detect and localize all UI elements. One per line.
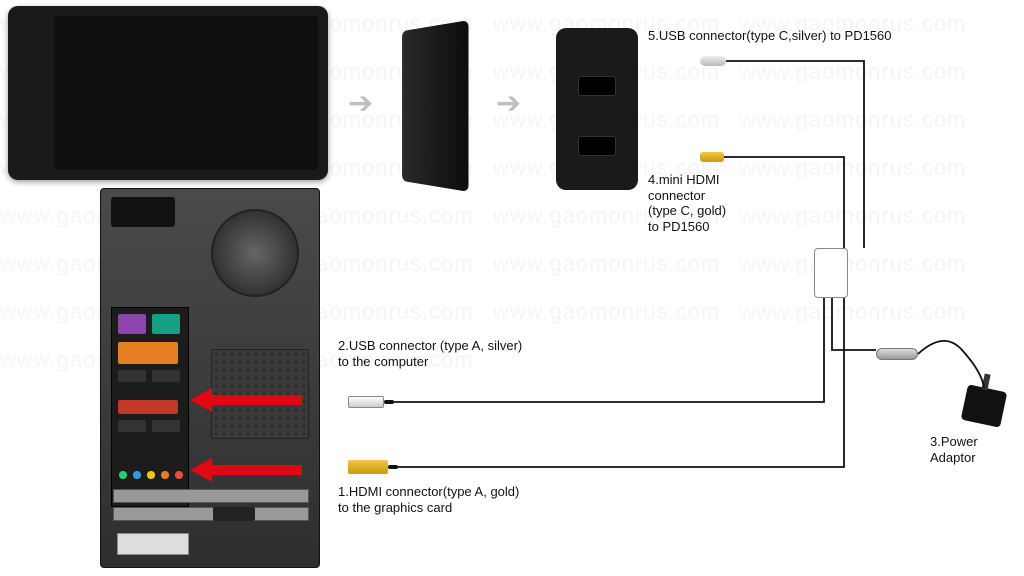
label-4: 4.mini HDMI connector (type C, gold) to …: [648, 172, 726, 234]
tablet-port-closeup: [556, 28, 638, 190]
connector-usb-a: [348, 396, 384, 408]
vent-grill: [211, 349, 309, 439]
tablet-side-view: [402, 20, 468, 192]
pci-slot-cover: [113, 507, 309, 521]
connector-hdmi-a: [348, 460, 388, 474]
cable-stub: [384, 400, 394, 404]
pc-tower-rear: [100, 188, 320, 568]
gpu-hdmi-port: [213, 507, 255, 521]
rear-fan: [211, 209, 299, 297]
usb-port-highlighted: [118, 400, 178, 414]
connector-mini-hdmi: [700, 152, 724, 162]
audio-jacks: [116, 468, 186, 482]
power-barrel-jack: [876, 348, 918, 360]
pointer-arrow-hdmi: [190, 458, 212, 482]
pointer-arrow-usb: [190, 388, 212, 412]
label-5: 5.USB connector(type C,silver) to PD1560: [648, 28, 892, 44]
psu-socket: [111, 197, 175, 227]
cable-stub: [388, 465, 398, 469]
label-1: 1.HDMI connector(type A, gold) to the gr…: [338, 484, 519, 515]
vga-port-orange: [118, 342, 178, 364]
pci-slot-cover: [113, 489, 309, 503]
gpu-dvi-port: [117, 533, 189, 555]
port-slot-usb-c: [578, 76, 616, 96]
power-adaptor: [961, 384, 1008, 428]
motherboard-io-panel: [111, 307, 189, 507]
usb-port: [118, 370, 146, 382]
label-2: 2.USB connector (type A, silver) to the …: [338, 338, 522, 369]
ps2-port-green: [152, 314, 180, 334]
usb-port: [118, 420, 146, 432]
cable-hub-splitter: [814, 248, 848, 298]
usb-port: [152, 370, 180, 382]
usb-port: [152, 420, 180, 432]
sequence-arrow-icon: ➔: [348, 86, 373, 121]
tablet-front-view: [8, 6, 328, 180]
port-slot-mini-hdmi: [578, 136, 616, 156]
connector-usb-c: [700, 56, 726, 66]
sequence-arrow-icon: ➔: [496, 86, 521, 121]
ps2-port-purple: [118, 314, 146, 334]
label-3: 3.Power Adaptor: [930, 434, 1024, 465]
